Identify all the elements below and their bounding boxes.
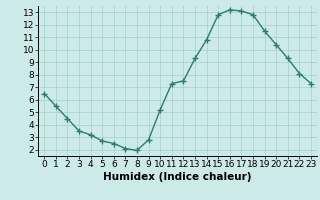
X-axis label: Humidex (Indice chaleur): Humidex (Indice chaleur)	[103, 172, 252, 182]
